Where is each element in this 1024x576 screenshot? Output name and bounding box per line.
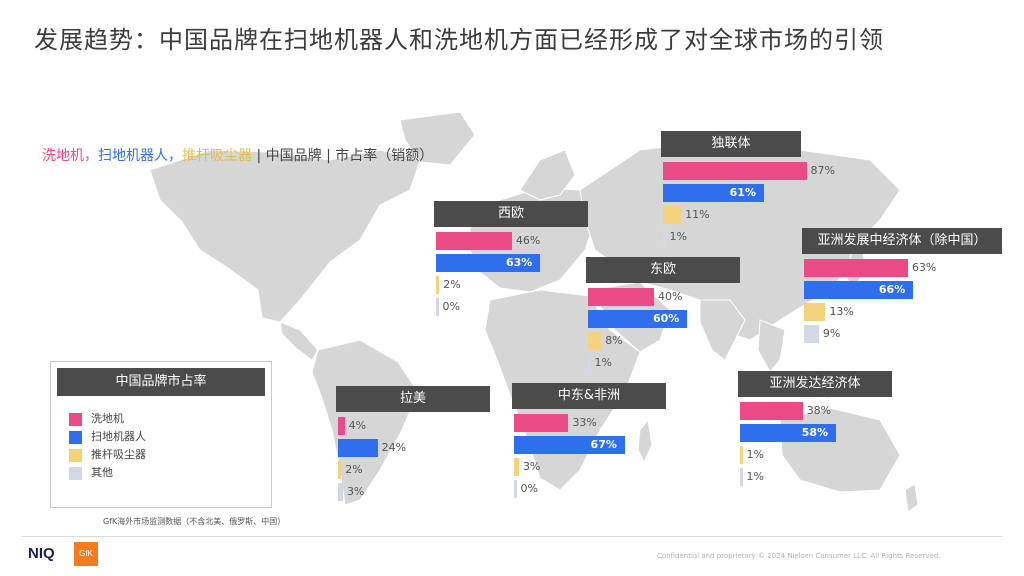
data-label: 3% bbox=[346, 485, 365, 498]
footer-divider bbox=[22, 536, 1002, 537]
legend-item-other: 其他 bbox=[69, 464, 113, 480]
legend-item-floor-washer: 洗地机 bbox=[69, 410, 124, 426]
bar-blue bbox=[436, 254, 540, 272]
bar-grey bbox=[740, 468, 743, 486]
legend-title: 中国品牌市占率 bbox=[57, 368, 265, 396]
bar-grey bbox=[804, 325, 819, 343]
data-label: 3% bbox=[522, 460, 541, 473]
bar-pink bbox=[514, 414, 569, 432]
data-label: 63% bbox=[505, 256, 533, 269]
bar-yellow bbox=[588, 332, 602, 350]
chart-subtitle: 洗地机，扫地机器人，推杆吸尘器 | 中国品牌 | 市占率（销额） bbox=[42, 145, 433, 165]
region-header: 拉美 bbox=[336, 386, 490, 412]
data-label: 63% bbox=[911, 261, 937, 274]
data-label: 61% bbox=[729, 186, 756, 199]
legend-item-stick-vacuum: 推杆吸尘器 bbox=[69, 446, 146, 462]
data-label: 66% bbox=[878, 283, 906, 296]
bar-blue bbox=[338, 439, 378, 457]
region-header: 亚洲发达经济体 bbox=[738, 371, 892, 397]
bar-pink bbox=[436, 232, 512, 250]
data-label: 24% bbox=[381, 441, 407, 454]
data-label: 13% bbox=[829, 305, 854, 318]
data-label: 87% bbox=[810, 164, 835, 177]
data-label: 9% bbox=[822, 327, 841, 340]
footer-copyright: Confidential and proprietary © 2024 Niel… bbox=[657, 552, 941, 560]
region-header: 中东&非洲 bbox=[512, 383, 666, 409]
bar-grey bbox=[588, 354, 591, 372]
bar-blue bbox=[514, 436, 625, 454]
data-label: 58% bbox=[801, 426, 829, 439]
subtitle-series-robot-vacuum: 扫地机器人， bbox=[98, 148, 182, 164]
bar-yellow bbox=[436, 276, 440, 294]
bar-grey bbox=[436, 298, 439, 316]
legend-label: 洗地机 bbox=[91, 412, 124, 425]
bar-blue bbox=[804, 281, 913, 299]
gfk-logo: GfK bbox=[74, 542, 98, 566]
data-label: 0% bbox=[520, 482, 538, 495]
legend: 中国品牌市占率 洗地机 扫地机器人 推杆吸尘器 其他 bbox=[50, 361, 272, 508]
data-label: 1% bbox=[594, 356, 612, 369]
subtitle-series-floor-washer: 洗地机， bbox=[42, 148, 98, 164]
bar-pink bbox=[338, 417, 345, 435]
data-label: 2% bbox=[345, 463, 363, 476]
legend-swatch bbox=[69, 448, 82, 462]
region-header: 东欧 bbox=[586, 257, 740, 283]
subtitle-rest: | 中国品牌 | 市占率（销额） bbox=[252, 148, 434, 164]
data-label: 67% bbox=[590, 438, 617, 451]
bar-yellow bbox=[663, 206, 682, 224]
bar-yellow bbox=[338, 461, 342, 479]
data-label: 60% bbox=[653, 312, 680, 325]
data-label: 11% bbox=[685, 208, 710, 221]
legend-label: 扫地机器人 bbox=[91, 430, 146, 443]
data-label: 40% bbox=[658, 290, 683, 303]
bar-yellow bbox=[804, 303, 826, 321]
region-header: 亚洲发展中经济体（除中国） bbox=[802, 228, 1002, 254]
data-label: 1% bbox=[669, 230, 687, 243]
bar-grey bbox=[663, 228, 666, 246]
niq-logo: NIQ bbox=[28, 545, 55, 562]
legend-label: 推杆吸尘器 bbox=[91, 448, 146, 461]
data-label: 0% bbox=[442, 300, 460, 313]
data-label: 2% bbox=[443, 278, 461, 291]
data-label: 1% bbox=[746, 470, 764, 483]
data-label: 38% bbox=[806, 404, 832, 417]
legend-swatch bbox=[69, 412, 82, 426]
legend-swatch bbox=[69, 466, 82, 480]
bar-blue bbox=[663, 184, 764, 202]
subtitle-series-stick-vacuum: 推杆吸尘器 bbox=[182, 148, 252, 164]
data-label: 33% bbox=[572, 416, 597, 429]
bar-pink bbox=[588, 288, 654, 306]
legend-swatch bbox=[69, 430, 82, 444]
bar-blue bbox=[588, 310, 687, 328]
bar-blue bbox=[740, 424, 836, 442]
legend-item-robot-vacuum: 扫地机器人 bbox=[69, 428, 146, 444]
bar-grey bbox=[514, 480, 517, 498]
data-label: 4% bbox=[348, 419, 367, 432]
bar-pink bbox=[663, 162, 807, 180]
bar-pink bbox=[804, 259, 908, 277]
source-note: GfK海外市场监测数据（不含北美、俄罗斯、中国） bbox=[103, 517, 286, 526]
region-header: 独联体 bbox=[661, 131, 801, 157]
page-title: 发展趋势：中国品牌在扫地机器人和洗地机方面已经形成了对全球市场的引领 bbox=[34, 26, 884, 54]
bar-yellow bbox=[514, 458, 519, 476]
bar-grey bbox=[338, 483, 343, 501]
data-label: 1% bbox=[746, 448, 764, 461]
bar-pink bbox=[740, 402, 803, 420]
data-label: 46% bbox=[515, 234, 541, 247]
region-header: 西欧 bbox=[434, 201, 588, 227]
data-label: 8% bbox=[605, 334, 623, 347]
legend-label: 其他 bbox=[91, 466, 113, 479]
bar-yellow bbox=[740, 446, 743, 464]
